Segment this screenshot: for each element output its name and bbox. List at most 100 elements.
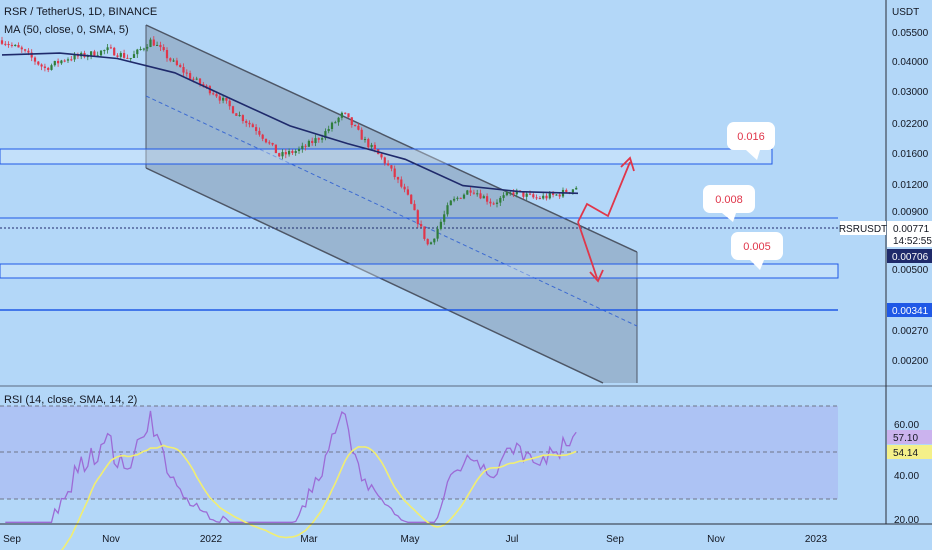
price-pane[interactable]: 0.016 0.008 0.005 RSR / TetherUS, 1D, BI… — [0, 6, 839, 384]
candle-body[interactable] — [538, 197, 541, 199]
candle-body[interactable] — [476, 193, 479, 195]
rsi-line[interactable] — [5, 410, 577, 524]
candle-body[interactable] — [301, 145, 304, 149]
candle-body[interactable] — [354, 125, 357, 127]
candle-body[interactable] — [466, 190, 469, 195]
candle-body[interactable] — [43, 66, 46, 68]
candle-body[interactable] — [228, 100, 231, 107]
candle-body[interactable] — [175, 60, 178, 65]
candle-body[interactable] — [304, 145, 307, 147]
candle-body[interactable] — [195, 78, 198, 80]
resistance-zone-upper[interactable] — [0, 148, 773, 165]
candle-body[interactable] — [185, 72, 188, 74]
candle-body[interactable] — [548, 193, 551, 199]
candle-body[interactable] — [350, 117, 353, 126]
candle-body[interactable] — [370, 144, 373, 148]
candle-body[interactable] — [337, 117, 340, 123]
candle-body[interactable] — [245, 121, 248, 123]
candle-body[interactable] — [439, 221, 442, 229]
channel-lower-line[interactable] — [145, 167, 604, 384]
candlestick-series[interactable] — [0, 36, 578, 246]
candle-body[interactable] — [459, 197, 462, 199]
candle-body[interactable] — [558, 194, 561, 197]
candle-body[interactable] — [436, 228, 439, 239]
candle-body[interactable] — [192, 78, 195, 80]
time-axis[interactable]: Sep Nov 2022 Mar May Jul Sep Nov 2023 — [0, 523, 932, 545]
candle-body[interactable] — [235, 113, 238, 116]
candle-body[interactable] — [297, 148, 301, 152]
candle-body[interactable] — [542, 195, 545, 199]
candle-body[interactable] — [492, 203, 495, 205]
candle-body[interactable] — [509, 192, 512, 194]
candle-body[interactable] — [261, 134, 264, 139]
candle-body[interactable] — [443, 214, 446, 222]
price-scale[interactable]: USDT 0.05500 0.04000 0.03000 0.02200 0.0… — [839, 0, 932, 526]
candle-body[interactable] — [288, 150, 291, 155]
candle-body[interactable] — [33, 57, 37, 62]
candle-body[interactable] — [317, 138, 320, 140]
target-label-0008[interactable]: 0.008 — [703, 185, 755, 222]
candle-body[interactable] — [545, 195, 548, 199]
candle-body[interactable] — [367, 139, 370, 148]
candle-body[interactable] — [499, 197, 502, 203]
candle-body[interactable] — [360, 129, 363, 140]
ma-legend[interactable]: MA (50, close, 0, SMA, 5) — [4, 24, 129, 36]
candle-body[interactable] — [413, 203, 416, 211]
candle-body[interactable] — [393, 168, 396, 178]
candle-body[interactable] — [96, 55, 99, 57]
candle-body[interactable] — [129, 57, 132, 59]
candle-body[interactable] — [162, 47, 165, 51]
candle-body[interactable] — [307, 140, 310, 147]
candle-body[interactable] — [139, 49, 142, 51]
candle-body[interactable] — [109, 47, 112, 49]
candle-body[interactable] — [218, 96, 221, 101]
bearish-arrow[interactable] — [577, 221, 598, 279]
candle-body[interactable] — [486, 196, 489, 202]
candle-body[interactable] — [146, 46, 149, 49]
candle-body[interactable] — [535, 197, 538, 199]
bullish-arrow[interactable] — [577, 161, 631, 223]
candle-body[interactable] — [512, 192, 515, 195]
candle-body[interactable] — [37, 61, 40, 65]
candle-body[interactable] — [502, 195, 505, 198]
candle-body[interactable] — [231, 106, 235, 114]
candle-body[interactable] — [24, 49, 27, 51]
candle-body[interactable] — [66, 59, 70, 61]
candle-body[interactable] — [416, 210, 419, 225]
candle-body[interactable] — [482, 196, 485, 199]
candle-body[interactable] — [357, 125, 360, 130]
rsi-legend[interactable]: RSI (14, close, SMA, 14, 2) — [4, 394, 137, 406]
candle-body[interactable] — [575, 187, 578, 190]
candle-body[interactable] — [142, 48, 145, 50]
candle-body[interactable] — [119, 53, 122, 57]
candle-body[interactable] — [403, 186, 406, 190]
candle-body[interactable] — [383, 157, 386, 164]
candle-body[interactable] — [215, 94, 218, 97]
candle-body[interactable] — [93, 51, 96, 57]
candle-body[interactable] — [456, 197, 459, 199]
candle-body[interactable] — [387, 163, 390, 166]
rsi-ma-line[interactable] — [48, 444, 577, 550]
candle-body[interactable] — [159, 44, 162, 48]
candle-body[interactable] — [396, 177, 400, 180]
candle-body[interactable] — [4, 43, 7, 45]
candle-body[interactable] — [278, 153, 281, 157]
candle-body[interactable] — [528, 193, 532, 195]
candle-body[interactable] — [90, 51, 93, 56]
candle-body[interactable] — [380, 154, 383, 158]
candle-body[interactable] — [165, 50, 169, 59]
candle-body[interactable] — [126, 57, 129, 59]
candle-body[interactable] — [103, 50, 106, 52]
candle-body[interactable] — [251, 124, 254, 128]
candle-body[interactable] — [565, 189, 568, 193]
candle-body[interactable] — [340, 112, 343, 118]
candle-body[interactable] — [271, 142, 274, 145]
candle-body[interactable] — [446, 205, 449, 215]
candle-body[interactable] — [334, 122, 337, 124]
current-symbol-badge[interactable]: RSRUSDT — [839, 221, 887, 235]
target-label-0016[interactable]: 0.016 — [727, 122, 775, 160]
candle-body[interactable] — [179, 64, 182, 68]
candle-body[interactable] — [522, 191, 525, 197]
candle-body[interactable] — [30, 52, 33, 58]
candle-body[interactable] — [347, 113, 350, 118]
